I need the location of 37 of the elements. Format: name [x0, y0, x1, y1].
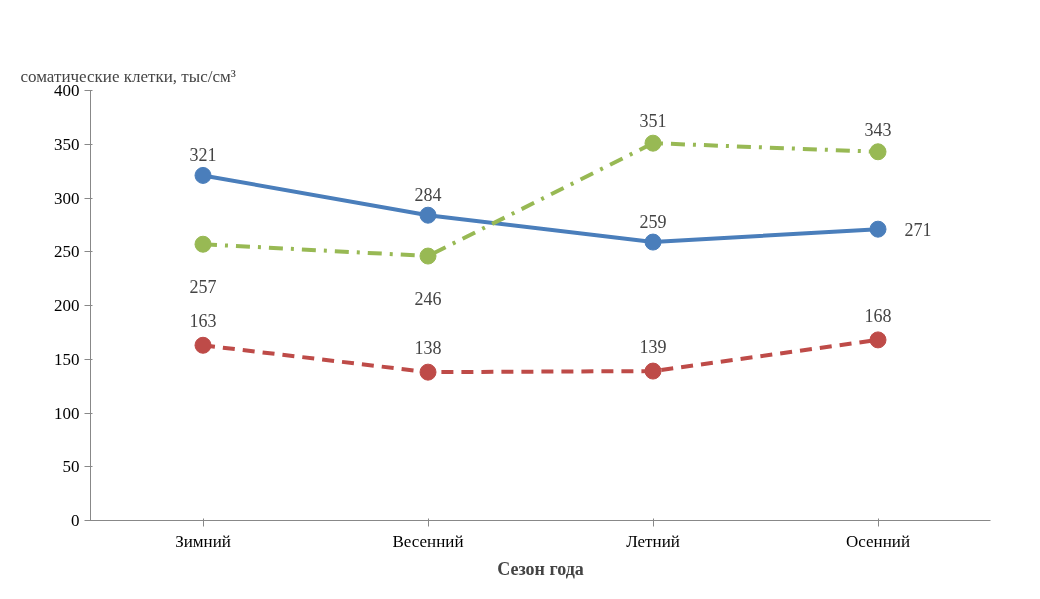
data-label: 168: [864, 305, 892, 326]
point: [869, 220, 887, 238]
data-label: 321: [189, 145, 217, 166]
point: [644, 233, 662, 251]
y-tick-label: 0: [71, 511, 80, 530]
data-label: 271: [904, 219, 932, 240]
data-label: 343: [864, 119, 892, 140]
data-label: 246: [414, 289, 442, 310]
point: [419, 363, 437, 381]
point: [644, 134, 662, 152]
y-tick-label: 350: [54, 134, 80, 154]
y-tick-label: 50: [62, 457, 80, 477]
point: [419, 206, 437, 224]
point: [869, 143, 887, 161]
data-label: 351: [639, 111, 667, 132]
y-tick-label: 150: [54, 349, 80, 369]
y-tick-label: 250: [54, 242, 80, 262]
data-label: 138: [414, 338, 442, 359]
data-label: 284: [414, 185, 442, 206]
x-tick-label: Осенний: [846, 531, 910, 551]
point: [194, 336, 212, 354]
point: [644, 362, 662, 380]
data-label: 259: [639, 212, 667, 233]
data-label: 139: [639, 337, 667, 358]
data-label: 163: [189, 311, 217, 332]
point: [869, 331, 887, 349]
x-axis-title: Сезон года: [497, 558, 584, 579]
data-label: 257: [189, 277, 217, 298]
point: [419, 247, 437, 265]
y-tick-label: 200: [54, 296, 80, 315]
x-tick-label: Весенний: [392, 531, 464, 551]
y-tick-label: 100: [54, 403, 80, 423]
x-tick-label: Зимний: [175, 531, 231, 551]
x-tick-label: Летний: [626, 531, 680, 551]
y-tick-label: 300: [54, 188, 80, 208]
point: [194, 235, 212, 253]
point: [194, 166, 212, 184]
